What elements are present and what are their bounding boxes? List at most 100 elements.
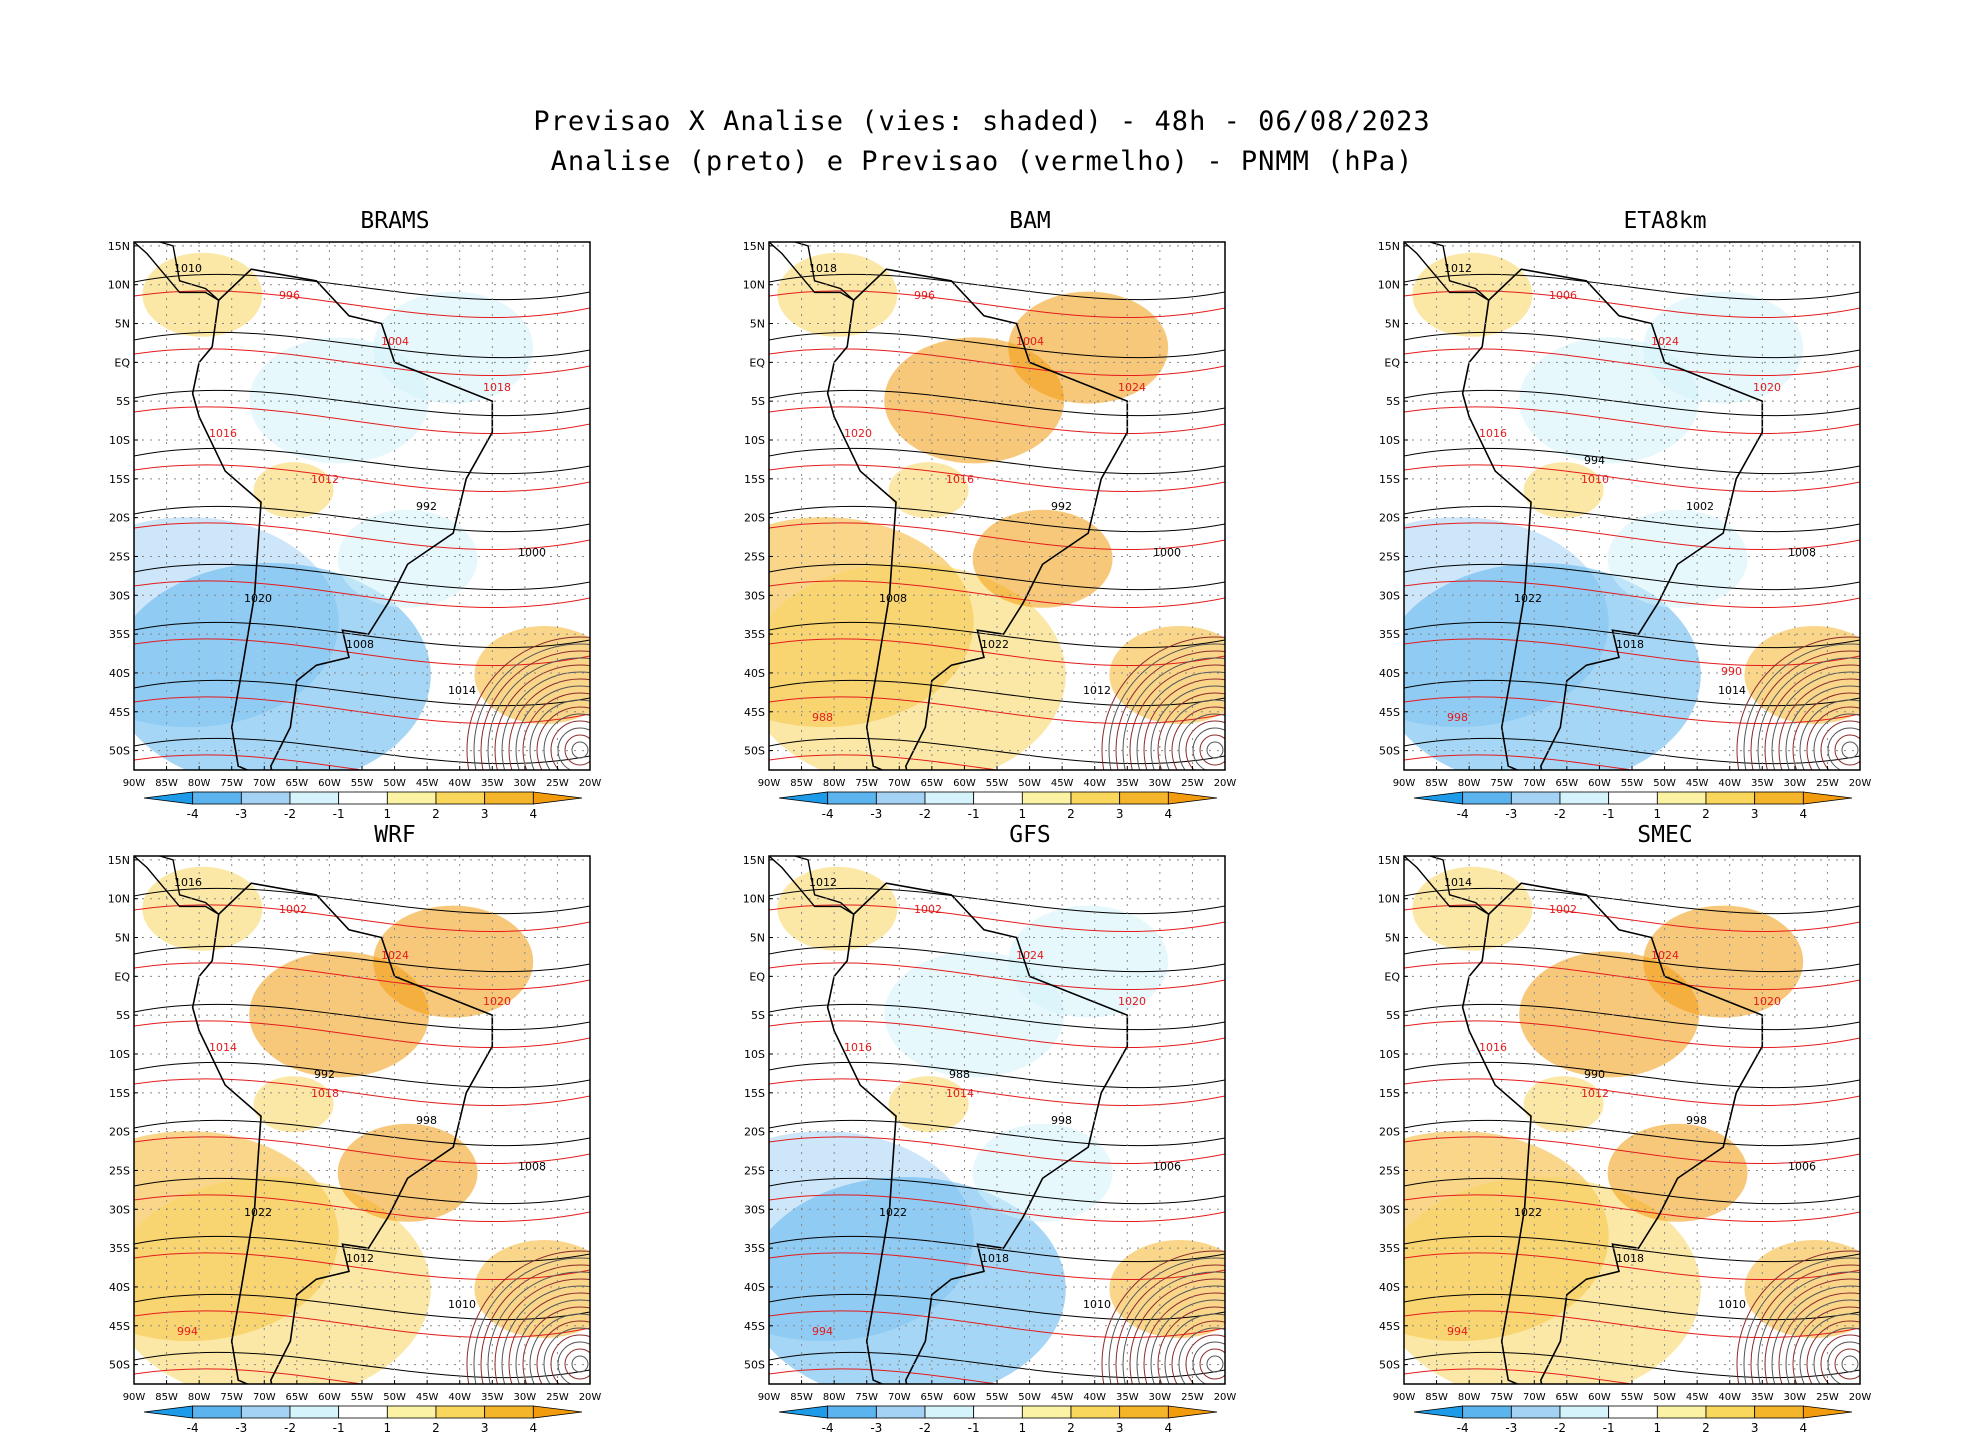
lon-label: 45W — [416, 1392, 439, 1403]
contour-label: 1014 — [1444, 876, 1472, 889]
cyclone-ring — [1164, 1313, 1225, 1384]
contour-label: 1016 — [844, 1041, 872, 1054]
lat-label: 15S — [1379, 1087, 1400, 1100]
cyclone-ring — [1799, 699, 1860, 770]
colorbar-segment — [1070, 791, 1121, 805]
forecast-isobar — [134, 406, 590, 434]
colorbar-segment — [1119, 791, 1169, 805]
lat-label: 25S — [744, 550, 765, 563]
lon-label: 40W — [448, 778, 471, 789]
lat-label: 10N — [108, 279, 130, 292]
contour-label: 1014 — [448, 684, 476, 697]
lon-label: 80W — [823, 778, 846, 789]
forecast-isobar — [134, 962, 590, 990]
lon-label: 60W — [318, 778, 341, 789]
bias-blob — [1412, 252, 1533, 337]
cyclone-ring — [1750, 1264, 1860, 1384]
contour-label: 1010 — [448, 1298, 476, 1311]
south-america-outline — [826, 268, 1129, 770]
panel-wrf: WRF 1016 1018 1010 1014 1012 1020 1022 1024 1008… — [100, 822, 690, 1432]
lon-label: 70W — [1523, 1392, 1546, 1403]
lat-label: 5N — [750, 932, 765, 945]
lon-label: 35W — [481, 1392, 504, 1403]
analysis-isobar — [1404, 563, 1860, 591]
colorbar-label: -3 — [870, 807, 882, 818]
cyclone-ring — [480, 1264, 590, 1384]
lon-label: 25W — [1816, 1392, 1839, 1403]
lat-label: EQ — [749, 356, 765, 369]
colorbar-label: -4 — [822, 807, 834, 818]
lon-label: 85W — [790, 1392, 813, 1403]
contour-label: 1024 — [1118, 381, 1146, 394]
lat-label: 25S — [1379, 1164, 1400, 1177]
forecast-isobar — [1404, 464, 1860, 492]
cyclone-ring — [473, 643, 590, 770]
cyclone-ring — [1136, 671, 1225, 770]
analysis-isobar — [1404, 1061, 1860, 1089]
contour-label: 1014 — [1718, 684, 1746, 697]
analysis-isobar — [134, 621, 590, 649]
cyclone-ring — [1199, 1348, 1225, 1380]
colorbar-arrow-right — [1802, 1405, 1853, 1419]
lat-label: 15S — [109, 1087, 130, 1100]
lat-label: 35S — [109, 628, 130, 641]
bias-blob — [134, 1176, 431, 1384]
cyclone-ring — [515, 685, 590, 770]
forecast-isobar — [134, 522, 590, 550]
lat-label: 5S — [1386, 1009, 1400, 1022]
lon-label: 90W — [1393, 778, 1416, 789]
colorbar-arrow-left — [143, 1405, 194, 1419]
lat-label: 15N — [743, 240, 765, 253]
cyclone-ring — [1129, 664, 1225, 770]
colorbar-arrow-right — [1167, 791, 1218, 805]
cyclone-ring — [1115, 650, 1225, 770]
analysis-isobar — [1404, 447, 1860, 475]
forecast-isobar — [134, 904, 590, 932]
lon-label: 90W — [1393, 1392, 1416, 1403]
central-america-outline — [134, 242, 220, 301]
cyclone-ring — [1199, 734, 1225, 766]
lat-label: 15N — [108, 854, 130, 867]
lon-label: 75W — [220, 1392, 243, 1403]
lat-label: 5S — [116, 395, 130, 408]
lat-label: 10N — [1378, 893, 1400, 906]
cyclone-ring — [1820, 1334, 1860, 1384]
forecast-isobar — [134, 1136, 590, 1164]
cyclone-ring — [466, 636, 590, 770]
cyclone-ring — [1101, 1250, 1225, 1384]
colorbar-label: 4 — [1800, 1421, 1808, 1432]
forecast-isobar — [769, 464, 1225, 492]
cyclone-ring — [1834, 734, 1860, 766]
lon-label: 30W — [1784, 1392, 1807, 1403]
cyclone-ring — [515, 1299, 590, 1384]
lon-label: 75W — [1490, 778, 1513, 789]
contour-label: 1008 — [346, 638, 374, 651]
forecast-isobar — [1404, 348, 1860, 376]
cyclone-ring — [508, 1292, 590, 1384]
lat-label: 10S — [109, 434, 130, 447]
cyclone-ring — [1792, 692, 1860, 770]
forecast-isobar — [769, 1078, 1225, 1106]
south-america-outline — [191, 268, 494, 770]
lat-label: 15S — [744, 473, 765, 486]
lat-label: EQ — [1384, 356, 1400, 369]
cyclone-ring — [529, 699, 590, 770]
lat-label: 30S — [109, 1203, 130, 1216]
lat-label: 10S — [1379, 434, 1400, 447]
cyclone-ring — [1171, 706, 1225, 770]
contour-label: 1018 — [1616, 638, 1644, 651]
lat-label: 20S — [1379, 512, 1400, 525]
bias-blob — [972, 509, 1113, 608]
analysis-isobar — [769, 273, 1225, 301]
lat-label: 15N — [1378, 240, 1400, 253]
contour-label: 1004 — [1016, 335, 1044, 348]
lat-label: 10N — [743, 279, 765, 292]
contour-label: 1018 — [483, 381, 511, 394]
analysis-isobar — [1404, 621, 1860, 649]
contour-label: 1008 — [518, 1160, 546, 1173]
cyclone-ring — [1192, 727, 1225, 770]
cyclone-ring — [1178, 1327, 1225, 1384]
contour-label: 1022 — [1514, 592, 1542, 605]
colorbar-segment — [289, 791, 340, 805]
colorbar-segment — [875, 791, 926, 805]
